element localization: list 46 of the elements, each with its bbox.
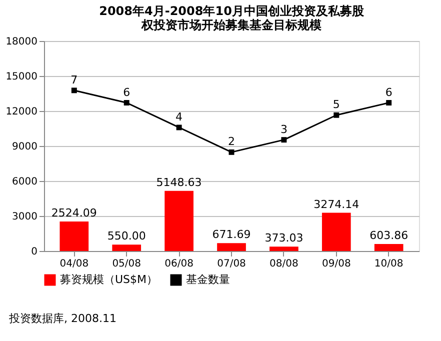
x-tick-label: 04/08 — [60, 258, 89, 270]
data-label: 2 — [228, 135, 235, 148]
bar — [112, 244, 142, 251]
text: 投资数据库, 2008.11 — [8, 312, 116, 325]
x-tick-label: 06/08 — [164, 258, 194, 270]
bar — [60, 222, 89, 251]
y-tick-label: 6000 — [12, 176, 38, 188]
y-tick-label: 18000 — [6, 36, 38, 48]
point — [386, 100, 392, 106]
data-label: 5 — [332, 98, 340, 112]
chart-title: 2008年4月-2008年10月中国创业投资及私募股权投资市场开始募集基金目标规模 — [99, 4, 365, 32]
y-tick-label: 0 — [31, 246, 38, 258]
point — [124, 100, 130, 106]
bar — [217, 243, 246, 251]
data-label: 7 — [70, 73, 78, 86]
bar — [164, 190, 194, 251]
bar — [322, 212, 351, 251]
y-tick-label: 9000 — [12, 142, 38, 152]
bar — [374, 244, 404, 251]
data-label: 3274.14 — [314, 198, 360, 211]
y-tick-label: 15000 — [6, 72, 38, 82]
data-label: 6 — [123, 86, 130, 99]
data-label: 6 — [385, 86, 392, 99]
y-tick-label: 12000 — [6, 106, 38, 118]
legend-label: 基金数量 — [186, 273, 230, 286]
point — [71, 88, 77, 94]
y-tick-label: 3000 — [12, 212, 38, 222]
x-tick-label: 07/08 — [217, 258, 246, 270]
bar — [270, 246, 298, 251]
x-tick-label: 10/08 — [374, 258, 404, 270]
data-label: 550.00 — [107, 230, 146, 243]
legend-label: 募资规模（US$M） — [60, 273, 158, 286]
point — [281, 137, 287, 143]
x-tick-label: 05/08 — [112, 258, 142, 270]
data-label: 2524.09 — [51, 206, 97, 220]
data-label: 671.69 — [212, 228, 251, 242]
point — [176, 124, 182, 130]
data-label: 5148.63 — [156, 176, 202, 189]
point — [334, 112, 340, 118]
data-label: 4 — [176, 110, 183, 124]
data-label: 603.86 — [370, 228, 408, 242]
point — [228, 149, 234, 155]
x-tick-label: 09/08 — [322, 258, 351, 270]
data-label: 3 — [280, 122, 288, 136]
x-tick-label: 08/08 — [270, 258, 298, 270]
data-label: 373.03 — [264, 232, 304, 245]
